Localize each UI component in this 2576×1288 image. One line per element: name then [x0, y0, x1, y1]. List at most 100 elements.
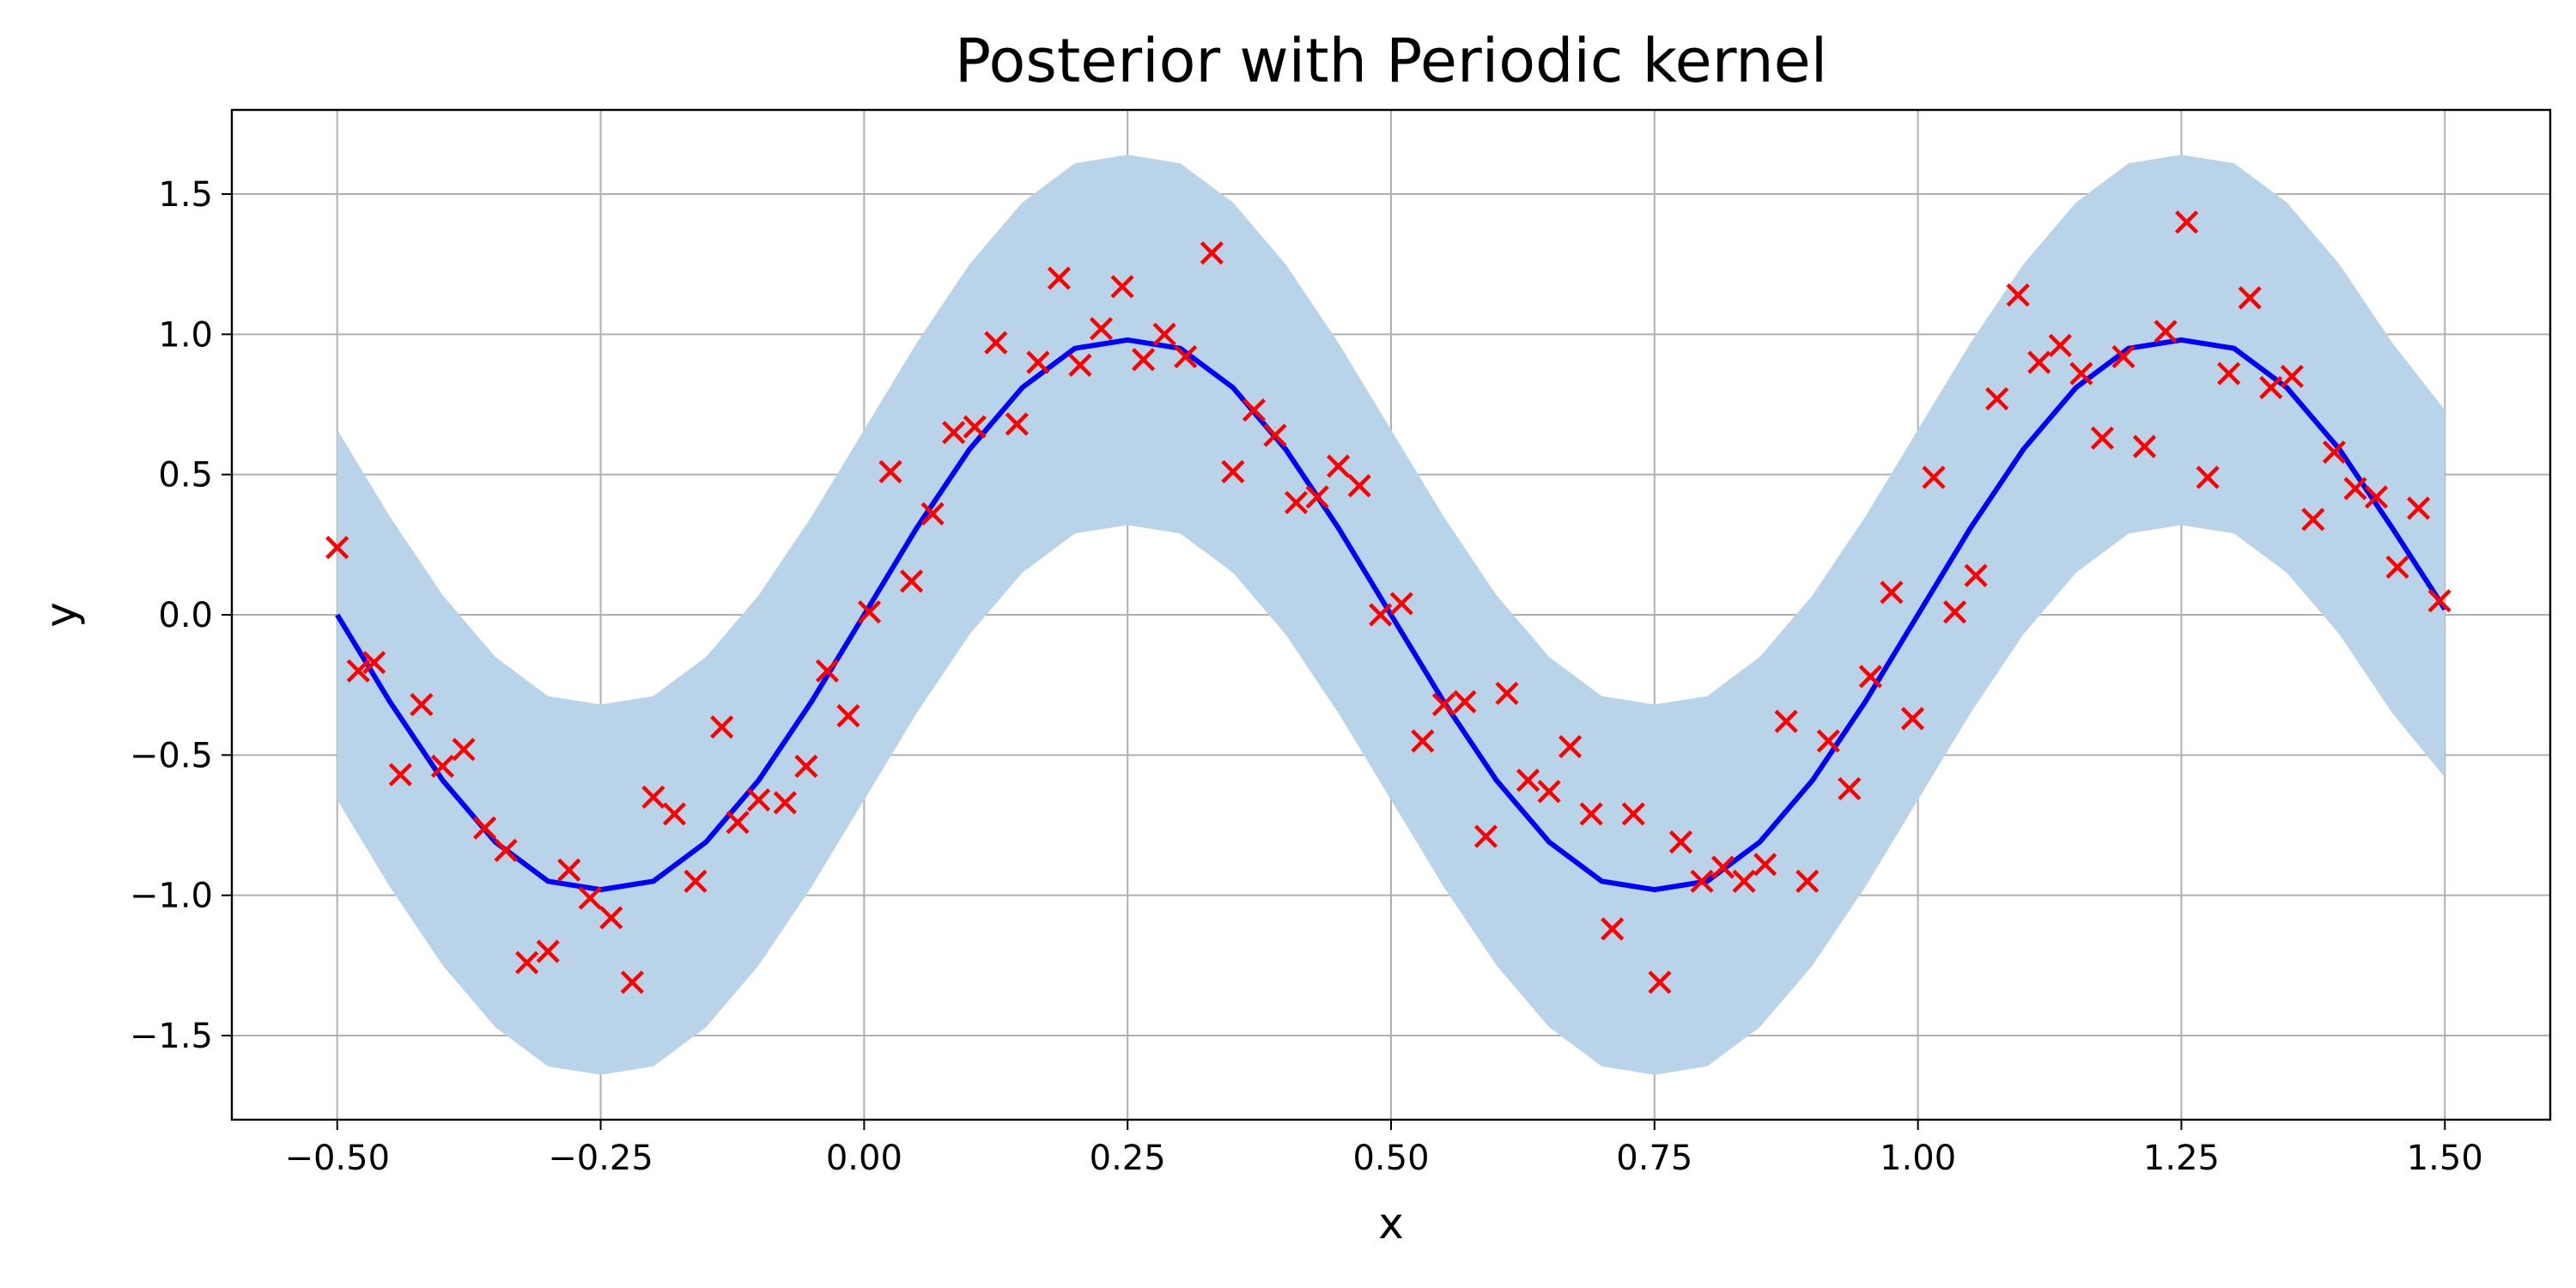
observation-point [836, 704, 860, 728]
y-tick-label: 0.0 [158, 596, 213, 635]
observation-point [2406, 496, 2431, 520]
observation-point [2259, 375, 2283, 399]
y-tick-label: 0.5 [158, 456, 213, 495]
observation-point [1621, 802, 1645, 826]
observation-point [2343, 477, 2367, 501]
observation-point [641, 785, 665, 809]
observation-point [2217, 361, 2241, 386]
chart-title: Posterior with Periodic kernel [955, 26, 1827, 96]
observation-point [1495, 681, 1519, 706]
observation-point [1200, 241, 1224, 265]
y-tick-label: −1.5 [130, 1017, 213, 1056]
posterior-mean-line [335, 337, 2447, 893]
observation-point [2322, 440, 2347, 465]
y-ticks: −1.5 −1.0 −0.5 0.0 0.5 1.0 1.5 [130, 175, 232, 1056]
observation-point [620, 970, 644, 994]
x-tick-label: −0.50 [284, 1139, 390, 1178]
observation-point [1347, 474, 1371, 498]
observation-point [1922, 465, 1946, 489]
observation-point [1579, 802, 1603, 826]
observation-point [815, 659, 840, 683]
observation-point [1964, 563, 1988, 587]
observation-point [1284, 490, 1309, 514]
observation-point [1431, 692, 1455, 717]
observation-point [1110, 275, 1134, 299]
observation-point [1152, 322, 1176, 346]
y-axis-label: y [36, 602, 86, 628]
observation-point [1516, 769, 1540, 793]
x-tick-label: 0.00 [826, 1139, 902, 1178]
observation-point [2301, 507, 2325, 532]
x-tick-label: 1.50 [2407, 1139, 2483, 1178]
observation-point [662, 802, 687, 826]
observation-point [1648, 970, 1672, 994]
observation-point [2427, 589, 2451, 613]
observation-point [1369, 603, 1393, 627]
observation-point [1732, 869, 1756, 893]
observation-point [1089, 317, 1114, 341]
observation-point [857, 600, 882, 624]
observation-point [2111, 344, 2136, 369]
observation-point [472, 816, 497, 840]
observation-point [494, 838, 518, 862]
observation-point [536, 939, 560, 963]
observation-point [2132, 434, 2157, 459]
observation-point [1473, 824, 1498, 848]
x-tick-label: 1.00 [1880, 1139, 1956, 1178]
observation-point [1900, 707, 1925, 731]
observation-point [1005, 412, 1029, 436]
observation-point [1558, 734, 1583, 759]
observation-point [1690, 869, 1714, 893]
observation-point [1305, 485, 1329, 509]
observation-point [2238, 286, 2262, 310]
observation-point [325, 536, 349, 560]
observation-point [1026, 350, 1050, 374]
observation-point [362, 650, 386, 675]
observation-point [899, 569, 924, 593]
observation-point [1537, 780, 1561, 804]
y-tick-label: −1.0 [130, 877, 213, 916]
observation-point [1068, 353, 1092, 377]
observation-point [2385, 555, 2409, 580]
observation-point [747, 788, 771, 812]
observation-point [1838, 776, 1862, 801]
observation-point [599, 906, 623, 930]
observation-point [388, 762, 412, 787]
observation-point [710, 715, 734, 739]
observation-point [1221, 459, 1245, 483]
observation-point [515, 951, 539, 975]
observation-point [1753, 853, 1777, 877]
x-tick-label: 0.25 [1090, 1139, 1166, 1178]
observation-point [1668, 830, 1693, 854]
observation-point [1131, 348, 1156, 372]
observation-point [430, 754, 455, 778]
observation-point [2090, 426, 2115, 450]
observation-point [1985, 386, 2009, 411]
observation-point [2048, 333, 2072, 357]
observation-point [2154, 319, 2178, 343]
mean-line-layer [335, 337, 2447, 893]
observation-point [2006, 283, 2030, 307]
observation-point [1942, 600, 1967, 624]
observation-point [1411, 729, 1435, 753]
observation-point [920, 501, 945, 526]
observation-point [726, 811, 750, 835]
y-tick-label: 1.0 [158, 315, 213, 355]
observation-point [1880, 580, 1904, 605]
observation-point [683, 869, 708, 893]
observation-point [346, 659, 370, 683]
x-tick-label: 0.75 [1616, 1139, 1692, 1178]
observation-point [984, 331, 1008, 355]
observation-point [1242, 398, 1267, 422]
x-ticks: −0.50 −0.25 0.00 0.25 0.50 0.75 1.00 1.25 1.50 [284, 1120, 2483, 1178]
observation-point [578, 886, 602, 910]
observation-point [2196, 465, 2220, 489]
observation-point [1774, 709, 1798, 733]
x-tick-label: 0.50 [1352, 1139, 1429, 1178]
observation-point [2027, 350, 2051, 374]
observation-point [1047, 266, 1072, 290]
observation-point [1858, 665, 1883, 689]
observation-point [452, 738, 476, 762]
observation-point [410, 692, 434, 717]
